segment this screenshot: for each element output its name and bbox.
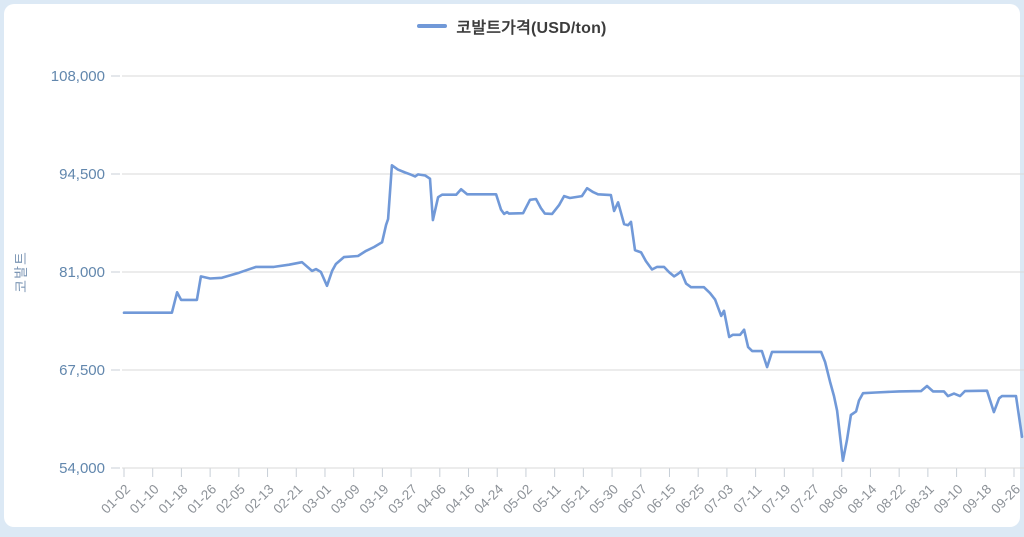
price-line-series[interactable] xyxy=(124,165,1022,460)
x-tick-label: 01-18 xyxy=(156,482,191,517)
x-tick-label: 06-07 xyxy=(615,482,650,517)
x-tick-label: 07-27 xyxy=(787,482,822,517)
x-tick-label: 04-24 xyxy=(471,481,506,516)
x-tick-label: 03-01 xyxy=(299,482,334,517)
x-tick-label: 05-11 xyxy=(529,482,563,516)
x-tick-label: 03-09 xyxy=(328,482,363,517)
x-tick-label: 09-26 xyxy=(988,482,1023,517)
chart-panel: 코발트가격(USD/ton) 54,000 67,500 81,000 94,500 1… xyxy=(4,4,1020,527)
x-tick-label: 03-27 xyxy=(385,482,420,517)
x-tick-label: 06-25 xyxy=(672,482,707,517)
x-tick-label: 06-15 xyxy=(644,482,679,517)
x-tick-label: 02-21 xyxy=(270,482,305,517)
x-tick-label: 08-14 xyxy=(845,481,880,516)
x-tick-label: 07-11 xyxy=(730,482,764,516)
x-tick-label: 08-22 xyxy=(873,482,908,517)
x-tick-label: 07-03 xyxy=(701,482,736,517)
x-tick-label: 01-10 xyxy=(127,482,162,517)
y-tick-label: 108,000 xyxy=(51,68,105,85)
x-tick-label: 08-06 xyxy=(816,482,851,517)
legend[interactable]: 코발트가격(USD/ton) xyxy=(4,14,1020,38)
x-tick-label: 09-10 xyxy=(931,482,966,517)
x-tick-label: 02-05 xyxy=(213,482,248,517)
x-tick-label: 05-02 xyxy=(500,482,535,517)
x-tick-label: 08-31 xyxy=(902,482,937,517)
x-tick-label: 03-19 xyxy=(356,482,391,517)
x-tick-label: 04-06 xyxy=(414,482,449,517)
x-tick-label: 01-02 xyxy=(98,482,133,517)
x-tick-label: 05-30 xyxy=(586,482,621,517)
y-tick-label: 81,000 xyxy=(59,264,105,281)
x-tick-label: 02-13 xyxy=(242,482,277,517)
y-tick-label: 94,500 xyxy=(59,166,105,183)
y-tick-label: 54,000 xyxy=(59,460,105,477)
x-tick-label: 09-18 xyxy=(959,482,994,517)
line-chart: 54,00067,50081,00094,500108,00001-0201-1… xyxy=(4,4,1024,537)
y-tick-label: 67,500 xyxy=(59,362,105,379)
legend-label: 코발트가격(USD/ton) xyxy=(456,14,606,38)
legend-line-swatch xyxy=(417,24,447,28)
x-tick-label: 07-19 xyxy=(758,482,793,517)
x-tick-label: 04-16 xyxy=(443,482,478,517)
y-axis-title: 코발트 xyxy=(13,251,29,293)
x-tick-label: 05-21 xyxy=(557,482,592,517)
x-tick-label: 01-26 xyxy=(184,482,219,517)
